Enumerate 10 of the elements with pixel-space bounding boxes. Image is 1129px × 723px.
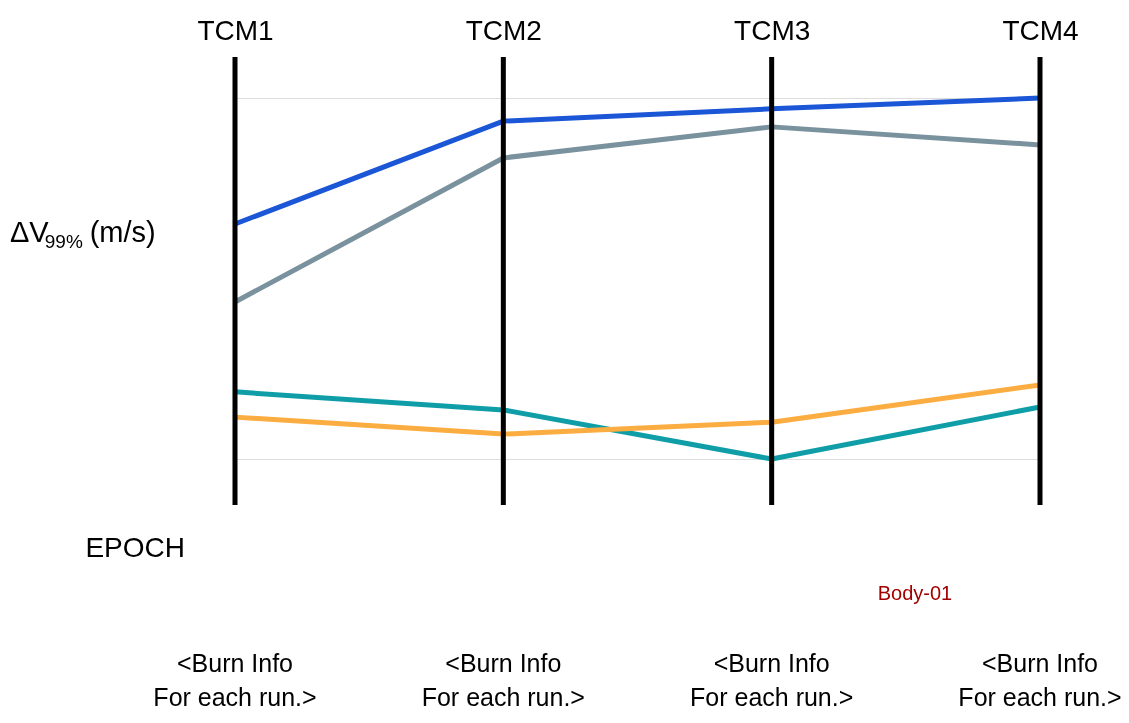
- x-tick-label: TCM3: [734, 14, 811, 46]
- text: EPOCH: [85, 532, 185, 563]
- text: Body-01: [877, 582, 953, 604]
- text: <Burn Info For each run.>: [958, 649, 1122, 711]
- x-tick-label: TCM2: [465, 14, 542, 46]
- text: <Burn Info For each run.>: [690, 649, 854, 711]
- x-tick-label: TCM1: [197, 14, 274, 46]
- text: <Burn Info For each run.>: [153, 649, 317, 711]
- x-tick-label: TCM4: [1002, 14, 1079, 46]
- text: <Burn Info For each run.>: [421, 649, 585, 711]
